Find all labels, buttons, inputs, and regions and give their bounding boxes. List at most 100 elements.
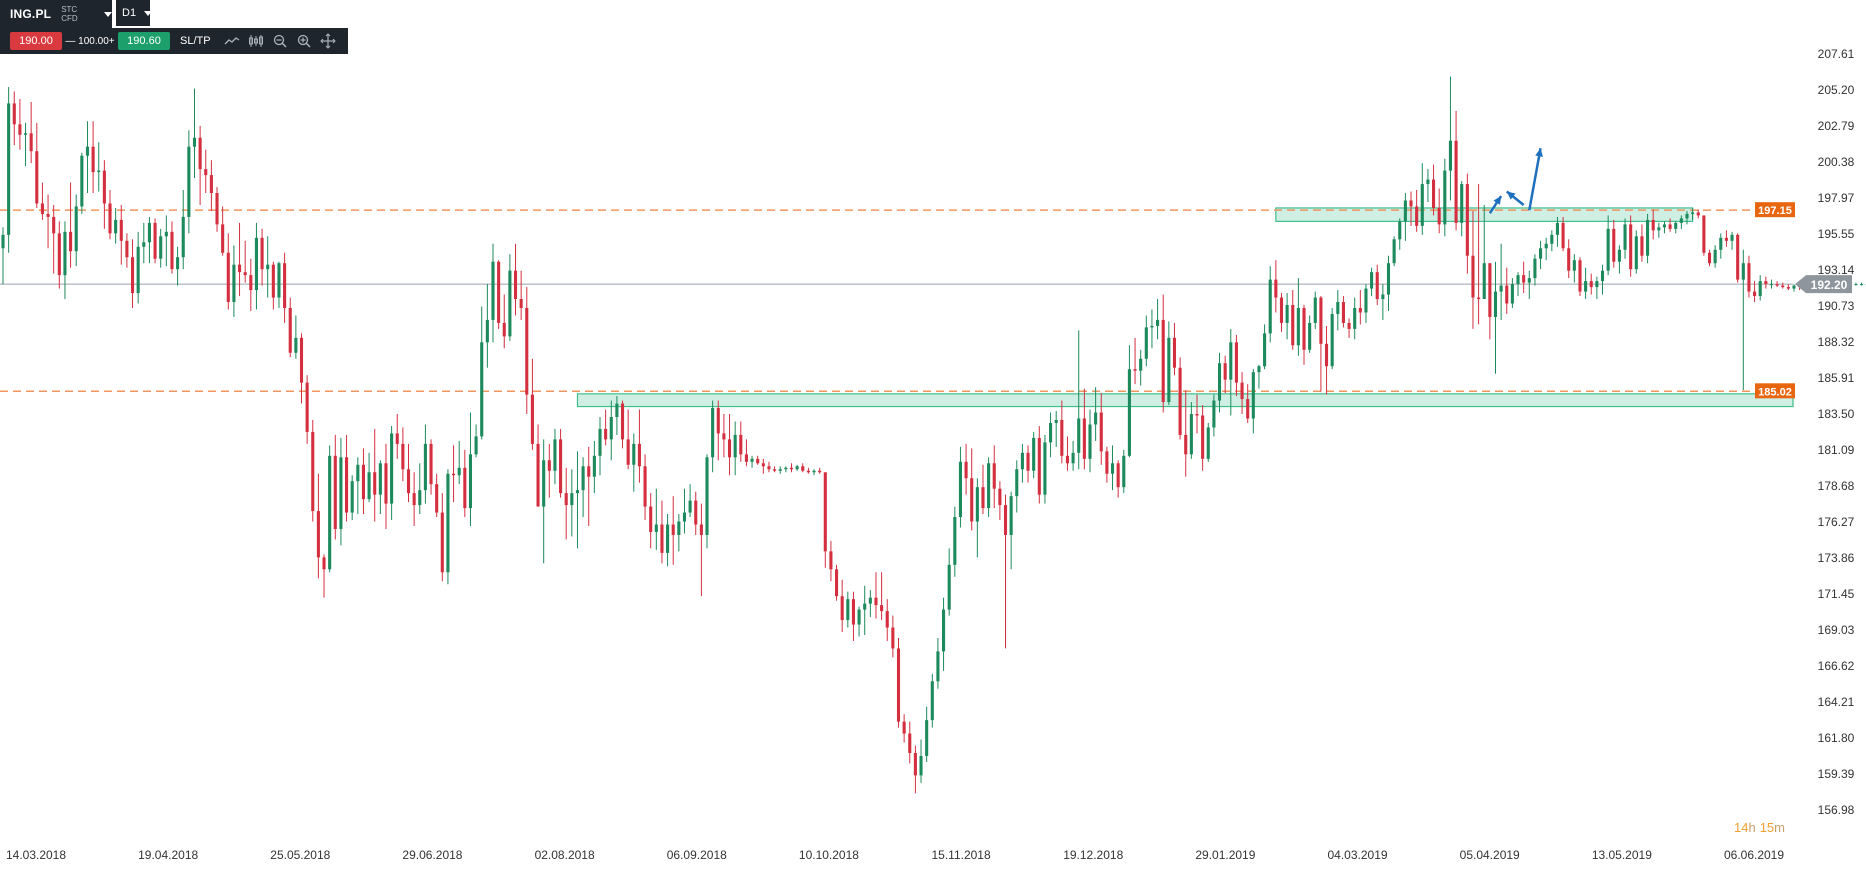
candle-body <box>339 457 343 529</box>
candle-body <box>1775 284 1779 286</box>
sltp-button[interactable]: SL/TP <box>180 35 211 47</box>
candle-body <box>863 603 867 610</box>
candle-body <box>1358 307 1362 313</box>
y-tick-label: 171.45 <box>1818 587 1855 601</box>
arrow-shaft[interactable] <box>1528 147 1542 211</box>
candle-body <box>63 231 67 276</box>
candle-body <box>1223 363 1227 380</box>
y-tick-label: 181.09 <box>1818 443 1855 457</box>
candle-body <box>1020 452 1024 470</box>
level-price-tag <box>1755 202 1795 218</box>
sell-button[interactable]: 190.00 <box>10 32 62 50</box>
candle-body <box>846 599 850 621</box>
candle-body <box>739 434 743 455</box>
candle-body <box>1240 382 1244 400</box>
arrow-head-icon[interactable] <box>1493 196 1502 205</box>
candle-body <box>457 467 461 476</box>
candle-body <box>1032 437 1036 471</box>
candle-body <box>1623 224 1627 250</box>
candle-body <box>1567 248 1571 271</box>
candle-body <box>1082 418 1086 459</box>
candle-body <box>1617 249 1621 262</box>
level-labels: 197.15 185.02 192.20 <box>1755 202 1852 399</box>
candle-body <box>406 469 411 494</box>
symbol-selector[interactable]: ING.PL STC CFD <box>0 0 112 28</box>
x-tick-label: 14.03.2018 <box>6 848 66 862</box>
candle-body <box>773 469 777 471</box>
x-tick-label: 04.03.2019 <box>1328 848 1388 862</box>
candle-body <box>1488 263 1492 317</box>
candle-body <box>57 233 61 276</box>
candle-body <box>626 439 630 465</box>
candle-body <box>784 467 788 470</box>
candle-body <box>1437 207 1441 225</box>
x-tick-label: 06.09.2018 <box>667 848 727 862</box>
candlestick-settings-icon[interactable] <box>244 31 268 51</box>
candle-body <box>840 596 844 621</box>
candle-body <box>305 382 309 432</box>
candle-body <box>1769 284 1774 286</box>
buy-button[interactable]: 190.60 <box>118 32 170 50</box>
candle-body <box>896 648 901 722</box>
candle-body <box>1702 215 1706 253</box>
candle-body <box>232 264 236 303</box>
candle-body <box>23 133 28 135</box>
candle-body <box>1719 237 1723 250</box>
candle-body <box>277 263 281 298</box>
candle-body <box>136 246 140 294</box>
candle-body <box>694 500 698 525</box>
candle-body <box>1572 260 1576 271</box>
candle-body <box>722 433 726 440</box>
y-tick-label: 178.68 <box>1818 479 1855 493</box>
price-axis[interactable]: 207.61 205.20 202.79 200.38 197.97 195.55 193.… <box>1818 47 1855 817</box>
candle-body <box>418 490 422 506</box>
candle-body <box>1330 313 1334 367</box>
candle-body <box>615 403 619 417</box>
candle-body <box>581 466 585 491</box>
candle-body <box>1195 414 1199 416</box>
zoom-out-icon[interactable] <box>268 31 292 51</box>
time-axis[interactable]: 14.03.2018 19.04.2018 25.05.2018 29.06.2018… <box>6 848 1784 862</box>
candle-body <box>677 521 681 535</box>
candle-body <box>440 512 444 573</box>
candle-body <box>1477 297 1481 300</box>
candle-body <box>254 237 258 291</box>
line-chart-icon[interactable] <box>220 31 244 51</box>
candle-body <box>868 597 872 604</box>
current-price-tag-label: 192.20 <box>1811 278 1848 292</box>
candle-body <box>1308 322 1312 350</box>
lot-size-stepper[interactable]: — 100.00+ <box>65 35 115 47</box>
candle-body <box>1133 369 1137 371</box>
candle-body <box>401 443 405 470</box>
candle-body <box>485 319 489 343</box>
candle-body <box>637 443 641 467</box>
x-tick-label: 05.04.2019 <box>1460 848 1520 862</box>
candle-body <box>170 231 174 270</box>
arrow-head-icon[interactable] <box>1506 191 1516 200</box>
y-tick-label: 176.27 <box>1818 515 1855 529</box>
candle-body <box>711 408 715 458</box>
chevron-down-icon <box>104 11 112 17</box>
candle-body <box>620 403 625 440</box>
candle-body <box>559 439 563 494</box>
candle-body <box>12 103 16 125</box>
candle-body <box>69 231 73 252</box>
candle-body <box>187 146 191 217</box>
candle-body <box>1201 415 1205 459</box>
candle-body <box>1741 263 1745 280</box>
candle-body <box>215 193 219 225</box>
candle-body <box>699 524 703 535</box>
candle-body <box>1713 249 1717 264</box>
zoom-in-icon[interactable] <box>292 31 316 51</box>
candle-body <box>519 299 523 308</box>
interval-selector[interactable]: D1 <box>116 0 153 26</box>
x-tick-label: 15.11.2018 <box>931 848 990 862</box>
drawing-arrows[interactable] <box>1488 147 1543 214</box>
x-tick-label: 06.06.2019 <box>1724 848 1784 862</box>
crosshair-move-icon[interactable] <box>316 31 340 51</box>
candle-body <box>1184 434 1188 455</box>
candle-body <box>1499 285 1503 292</box>
arrow-head-icon[interactable] <box>1535 148 1543 157</box>
candle-body <box>885 611 889 628</box>
